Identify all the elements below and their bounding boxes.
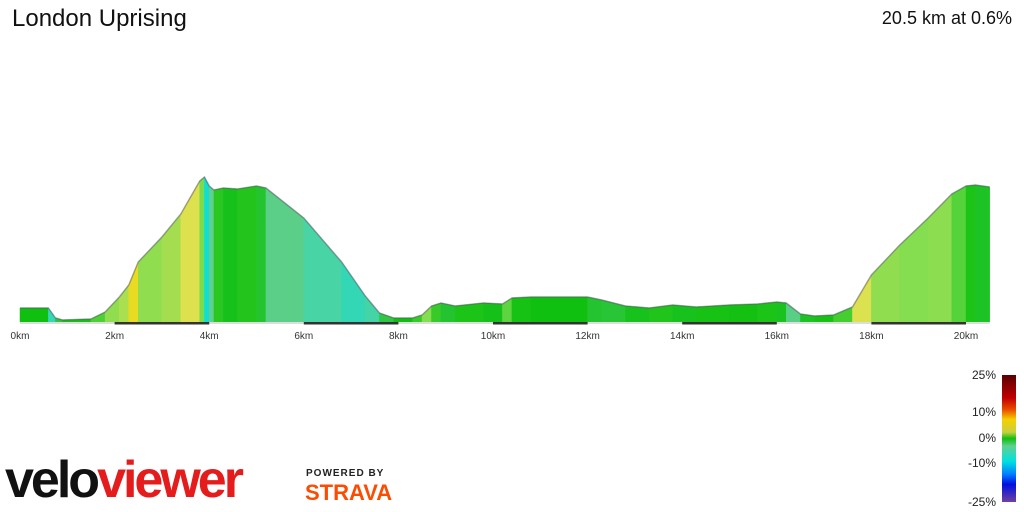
profile-segment (696, 304, 730, 323)
profile-segment (729, 303, 759, 323)
profile-segment (265, 187, 305, 323)
legend-label: 25% (971, 368, 996, 382)
profile-segment (19, 307, 49, 323)
x-tick-label: 16km (765, 331, 789, 342)
x-tick-label: 8km (389, 331, 408, 342)
profile-segment (511, 296, 532, 323)
axis-segment (114, 322, 210, 325)
profile-segment (213, 187, 224, 323)
legend-label: 10% (971, 405, 996, 419)
legend-label: -25% (967, 495, 996, 509)
profile-segment (483, 302, 503, 323)
axis-segment (682, 322, 777, 325)
x-tick-label: 4km (200, 331, 219, 342)
profile-segment (161, 213, 182, 323)
profile-segment (951, 185, 967, 323)
profile-segment (208, 185, 215, 323)
profile-segment (587, 296, 603, 323)
profile-segment (672, 304, 697, 323)
route-summary: 20.5 km at 0.6% (881, 8, 1012, 28)
x-tick-label: 0km (11, 331, 30, 342)
profile-segment (303, 217, 342, 323)
axis-segment (493, 322, 588, 325)
profile-segment (237, 185, 257, 323)
profile-segment (365, 295, 380, 323)
profile-segment (256, 185, 267, 323)
x-tick-label: 20km (954, 331, 978, 342)
axis-segment (871, 322, 966, 325)
elevation-profile: 0km 2km 4km 6km 8km 10km 12km 14km 16km 18km 20km (11, 175, 990, 342)
profile-segment (128, 261, 139, 323)
x-tick-label: 14km (670, 331, 694, 342)
route-title: London Uprising (12, 5, 187, 32)
x-tick-label: 6km (294, 331, 313, 342)
profile-segment (871, 244, 901, 323)
profile-segment (530, 296, 588, 323)
x-tick-label: 2km (105, 331, 124, 342)
profile-segment (975, 184, 990, 323)
profile-segment (927, 193, 953, 323)
profile-segment (899, 217, 929, 323)
profile-segment (223, 187, 238, 323)
legend-label: -10% (967, 456, 996, 470)
gradient-legend-bar (1002, 375, 1016, 502)
x-tick-label: 10km (481, 331, 505, 342)
x-tick-label: 12km (575, 331, 599, 342)
profile-segment (757, 301, 778, 323)
profile-segment (965, 184, 976, 323)
profile-segment (204, 176, 210, 323)
legend-label: 0% (978, 431, 996, 445)
x-tick-label: 18km (859, 331, 883, 342)
strava-logo: STRAVA (305, 480, 393, 505)
profile-segment (180, 180, 200, 323)
veloviewer-logo: veloviewer (5, 451, 244, 509)
profile-segment (776, 301, 787, 323)
profile-segment (852, 274, 872, 323)
profile-segment (199, 176, 205, 323)
elevation-outline (20, 175, 990, 321)
axis-segment (303, 322, 399, 325)
powered-by-label: POWERED BY (306, 468, 385, 479)
